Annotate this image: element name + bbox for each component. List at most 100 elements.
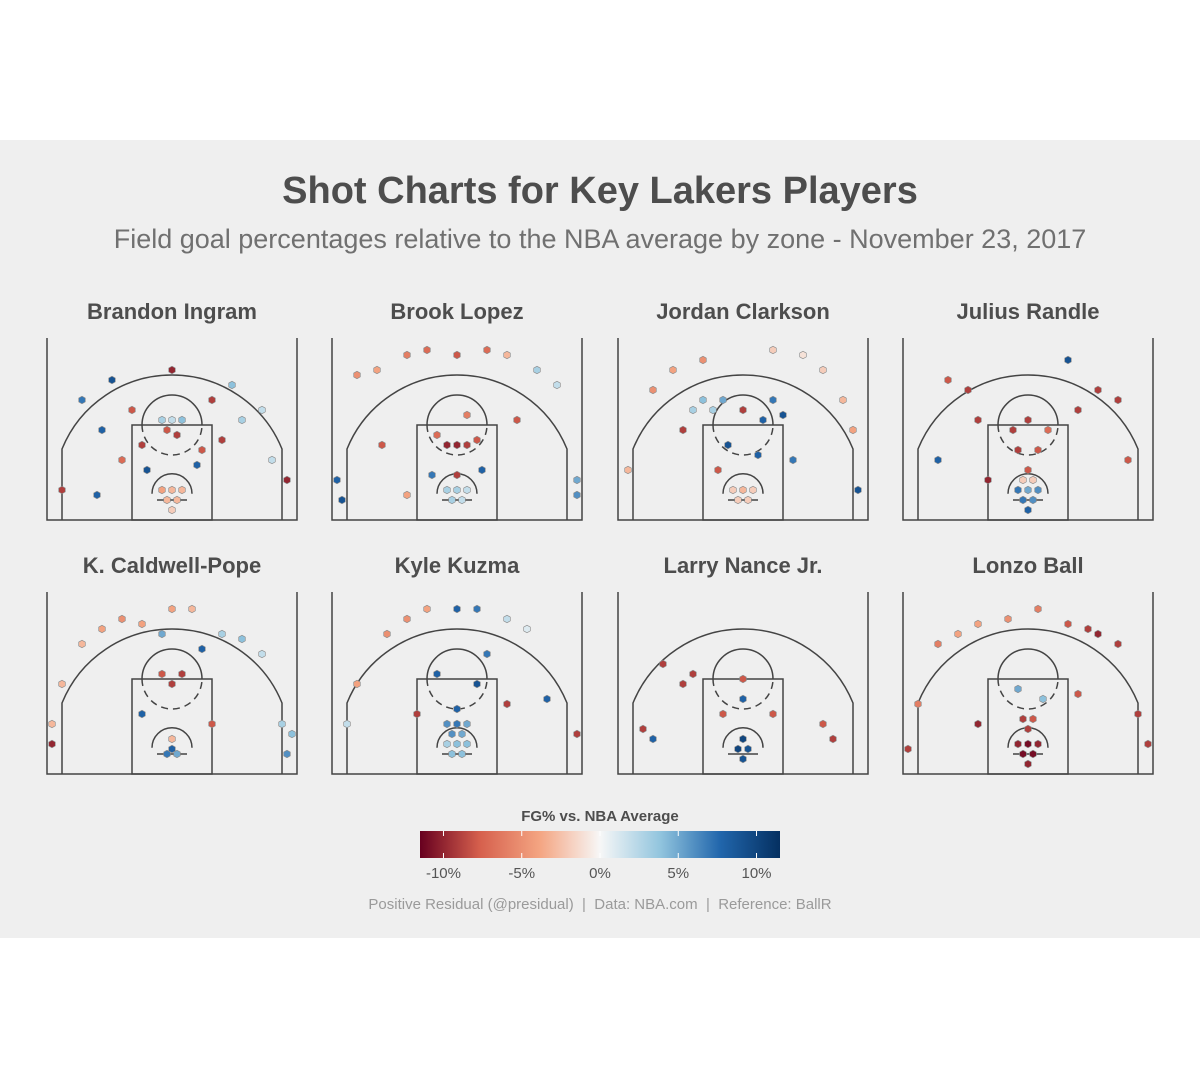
hex xyxy=(168,485,176,495)
hex xyxy=(378,440,386,450)
hex xyxy=(168,744,176,754)
hex xyxy=(1004,614,1012,624)
hex xyxy=(819,719,827,729)
hex xyxy=(433,669,441,679)
hex xyxy=(208,719,216,729)
hex xyxy=(513,415,521,425)
court-line xyxy=(151,473,193,494)
hex xyxy=(353,679,361,689)
hex xyxy=(288,729,296,739)
court-line xyxy=(722,473,764,494)
court-line xyxy=(632,374,854,520)
hex xyxy=(448,749,456,759)
caption: Positive Residual (@presidual) | Data: N… xyxy=(368,896,831,913)
hex xyxy=(739,405,747,415)
hex xyxy=(458,729,466,739)
hex xyxy=(208,395,216,405)
hex xyxy=(168,604,176,614)
hex xyxy=(453,350,461,360)
hex xyxy=(173,749,181,759)
hex xyxy=(78,395,86,405)
hex xyxy=(1024,759,1032,769)
hex xyxy=(749,485,757,495)
hex xyxy=(659,659,667,669)
hex xyxy=(1044,425,1052,435)
court-line xyxy=(346,374,568,520)
hex xyxy=(218,435,226,445)
hex xyxy=(523,624,531,634)
hex xyxy=(193,460,201,470)
hex xyxy=(1029,495,1037,505)
hex xyxy=(739,754,747,764)
hex xyxy=(689,669,697,679)
hex xyxy=(338,495,346,505)
hex xyxy=(1009,425,1017,435)
player-name: Kyle Kuzma xyxy=(395,553,520,578)
shot-chart: Lonzo Ball xyxy=(902,553,1154,775)
court-line xyxy=(712,678,774,710)
hex xyxy=(533,365,541,375)
hex xyxy=(573,475,581,485)
hex xyxy=(1094,385,1102,395)
shot-chart: Kyle Kuzma xyxy=(331,553,583,775)
hex xyxy=(1144,739,1152,749)
hex xyxy=(453,739,461,749)
player-name: K. Caldwell-Pope xyxy=(83,553,261,578)
hex xyxy=(198,445,206,455)
hex xyxy=(849,425,857,435)
court-line xyxy=(702,424,784,521)
hex xyxy=(168,365,176,375)
court-line xyxy=(131,424,213,521)
hex xyxy=(173,495,181,505)
hex xyxy=(1019,749,1027,759)
hex xyxy=(689,405,697,415)
hex xyxy=(483,345,491,355)
hex xyxy=(679,425,687,435)
hex xyxy=(779,410,787,420)
hex xyxy=(854,485,862,495)
shot-chart: Julius Randle xyxy=(902,299,1154,521)
hex xyxy=(443,440,451,450)
hex xyxy=(1134,709,1142,719)
hex xyxy=(1034,604,1042,614)
hex xyxy=(453,470,461,480)
hex xyxy=(178,415,186,425)
hex xyxy=(769,709,777,719)
hex xyxy=(463,440,471,450)
shot-chart: Brandon Ingram xyxy=(46,299,298,521)
hex xyxy=(78,639,86,649)
hex xyxy=(1019,495,1027,505)
hex xyxy=(428,470,436,480)
hex xyxy=(984,475,992,485)
player-name: Jordan Clarkson xyxy=(656,299,830,324)
hex xyxy=(58,679,66,689)
court-line xyxy=(712,648,774,680)
hex xyxy=(238,634,246,644)
hex xyxy=(118,614,126,624)
hex xyxy=(1024,415,1032,425)
hex xyxy=(198,644,206,654)
hex xyxy=(944,375,952,385)
hex xyxy=(799,350,807,360)
player-name: Lonzo Ball xyxy=(972,553,1083,578)
hex xyxy=(1074,689,1082,699)
hex xyxy=(724,440,732,450)
hex xyxy=(373,365,381,375)
hex xyxy=(739,694,747,704)
player-name: Brandon Ingram xyxy=(87,299,257,324)
hex xyxy=(669,365,677,375)
hex xyxy=(934,639,942,649)
hex xyxy=(283,475,291,485)
hex xyxy=(1034,485,1042,495)
hex xyxy=(719,395,727,405)
hex xyxy=(463,739,471,749)
hex xyxy=(1014,739,1022,749)
legend-title: FG% vs. NBA Average xyxy=(521,808,679,825)
hex xyxy=(714,465,722,475)
hex xyxy=(163,495,171,505)
hex xyxy=(463,485,471,495)
hex xyxy=(769,395,777,405)
hex xyxy=(168,679,176,689)
court-line xyxy=(997,648,1059,680)
hex xyxy=(729,485,737,495)
